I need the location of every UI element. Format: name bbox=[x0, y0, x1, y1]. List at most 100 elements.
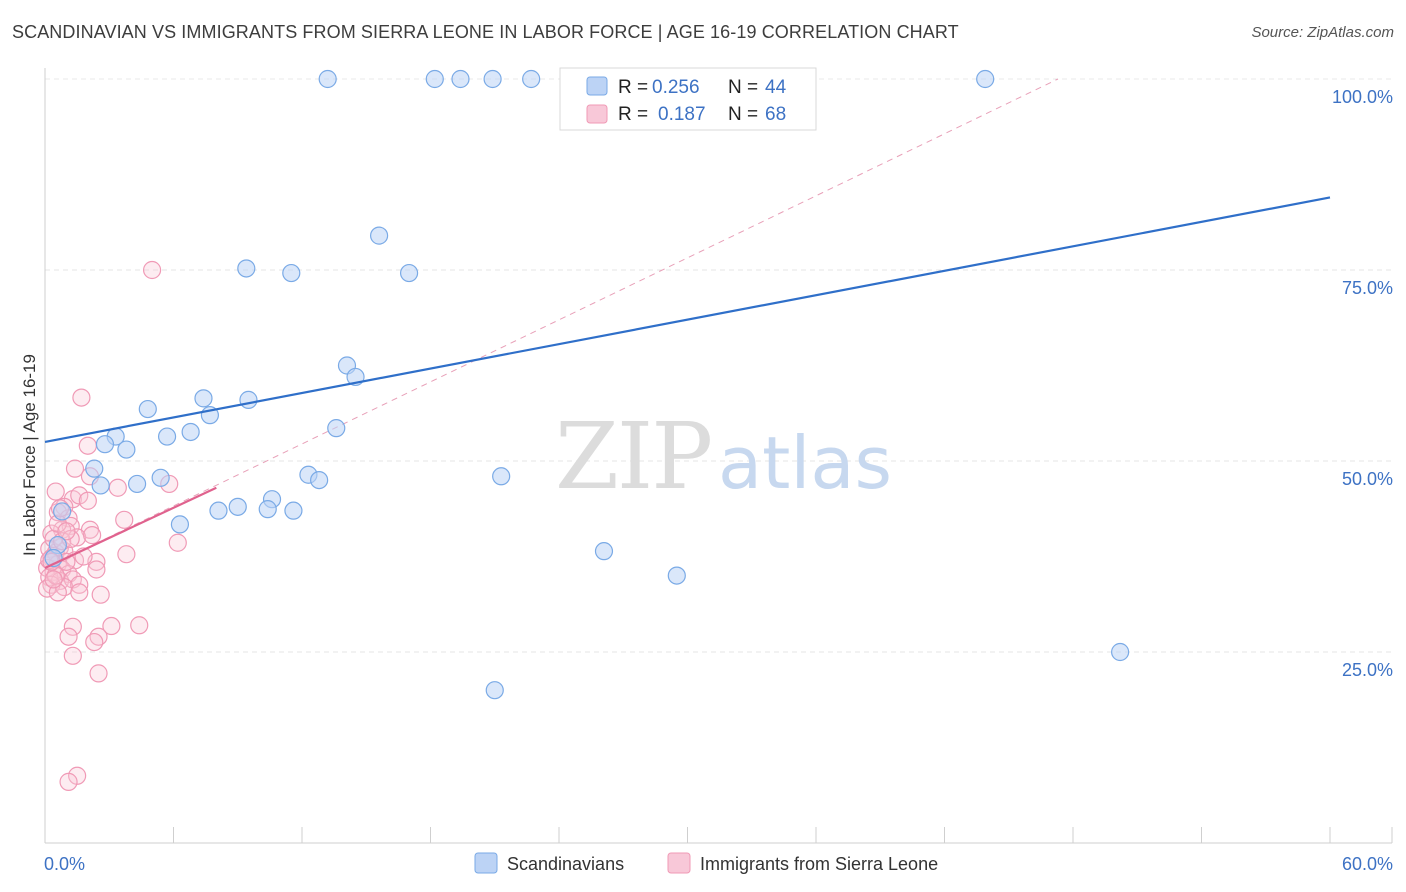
data-point-scandinavians bbox=[127, 474, 147, 494]
data-point-sierra-leone bbox=[70, 575, 89, 594]
data-point-sierra-leone bbox=[89, 664, 108, 683]
y-tick-label: 50.0% bbox=[1342, 469, 1393, 489]
legend-r-value: 0.187 bbox=[658, 104, 706, 125]
data-point-sierra-leone bbox=[83, 526, 102, 545]
data-point-sierra-leone bbox=[142, 260, 162, 280]
data-point-scandinavians bbox=[327, 419, 346, 438]
legend-r-label: R = bbox=[618, 77, 648, 98]
trend-line-sierra-leone bbox=[44, 486, 217, 569]
legend-n-label: N = bbox=[728, 77, 758, 98]
legend-n-value: 44 bbox=[765, 77, 787, 98]
data-point-sierra-leone bbox=[102, 616, 121, 636]
legend-r-label: R = bbox=[618, 104, 648, 125]
trend-lines bbox=[44, 196, 1331, 569]
data-point-scandinavians bbox=[594, 542, 614, 561]
data-point-sierra-leone bbox=[78, 436, 97, 455]
stats-legend: R = 0.256 N = 44 R = 0.187 N = 68 bbox=[559, 67, 817, 131]
legend-swatch-blue bbox=[586, 76, 608, 96]
trend-line-scandinavians bbox=[44, 196, 1331, 443]
legend-label-sierra-leone: Immigrants from Sierra Leone bbox=[700, 854, 938, 874]
data-point-scandinavians bbox=[85, 459, 104, 478]
data-point-scandinavians bbox=[370, 226, 389, 245]
data-point-scandinavians bbox=[485, 681, 504, 700]
series-legend: Scandinavians Immigrants from Sierra Leo… bbox=[474, 852, 938, 874]
data-point-sierra-leone bbox=[63, 617, 82, 636]
data-point-scandinavians bbox=[181, 422, 200, 442]
y-tick-labels: 25.0% 50.0% 75.0% 100.0% bbox=[1332, 87, 1393, 680]
y-tick-label: 75.0% bbox=[1342, 278, 1393, 298]
data-point-sierra-leone bbox=[72, 388, 91, 407]
data-point-scandinavians bbox=[282, 263, 301, 283]
data-point-scandinavians bbox=[976, 69, 995, 89]
points-sierra-leone bbox=[38, 260, 187, 791]
legend-n-value: 68 bbox=[765, 104, 786, 125]
data-point-sierra-leone bbox=[91, 585, 110, 604]
x-tick-label: 0.0% bbox=[44, 854, 85, 874]
x-tick-labels: 0.0% 60.0% bbox=[44, 854, 1393, 874]
data-point-sierra-leone bbox=[115, 510, 134, 529]
data-point-scandinavians bbox=[138, 399, 157, 419]
data-point-scandinavians bbox=[425, 69, 444, 89]
data-point-sierra-leone bbox=[70, 486, 89, 505]
data-point-sierra-leone bbox=[57, 522, 76, 541]
data-point-sierra-leone bbox=[38, 579, 57, 598]
data-point-scandinavians bbox=[258, 500, 277, 519]
data-point-scandinavians bbox=[237, 259, 256, 278]
data-point-sierra-leone bbox=[68, 528, 87, 547]
data-point-sierra-leone bbox=[46, 482, 65, 501]
data-point-sierra-leone bbox=[59, 627, 78, 646]
data-point-sierra-leone bbox=[78, 491, 97, 510]
y-tick-label: 100.0% bbox=[1332, 87, 1393, 107]
chart-title: SCANDINAVIAN VS IMMIGRANTS FROM SIERRA L… bbox=[12, 22, 959, 42]
trend-extension bbox=[44, 78, 1059, 569]
data-point-scandinavians bbox=[284, 501, 303, 520]
data-point-scandinavians bbox=[170, 515, 190, 534]
data-point-scandinavians bbox=[667, 566, 686, 585]
y-axis-title: In Labor Force | Age 16-19 bbox=[20, 354, 39, 556]
data-point-scandinavians bbox=[451, 69, 470, 89]
chart-source: Source: ZipAtlas.com bbox=[1251, 24, 1394, 41]
watermark: ZIP bbox=[555, 403, 711, 510]
data-point-sierra-leone bbox=[44, 570, 63, 589]
data-point-sierra-leone bbox=[63, 646, 82, 665]
data-point-sierra-leone bbox=[130, 616, 149, 635]
data-point-scandinavians bbox=[483, 69, 502, 89]
trend-line-sierra-leone-extended bbox=[44, 78, 1059, 569]
legend-swatch-sierra-leone bbox=[667, 852, 691, 874]
legend-swatch-pink bbox=[586, 104, 608, 124]
data-point-scandinavians bbox=[209, 501, 228, 520]
data-point-scandinavians bbox=[492, 467, 511, 486]
data-point-sierra-leone bbox=[108, 478, 127, 497]
data-point-scandinavians bbox=[194, 389, 213, 408]
data-point-scandinavians bbox=[228, 497, 247, 516]
legend-swatch-scandinavians bbox=[474, 852, 498, 874]
data-point-sierra-leone bbox=[70, 583, 89, 602]
data-point-scandinavians bbox=[239, 390, 258, 409]
data-point-sierra-leone bbox=[65, 459, 85, 478]
data-point-sierra-leone bbox=[85, 632, 104, 652]
data-point-sierra-leone bbox=[87, 560, 106, 579]
data-point-scandinavians bbox=[151, 468, 170, 487]
data-point-scandinavians bbox=[157, 427, 177, 446]
data-point-scandinavians bbox=[117, 440, 136, 459]
data-point-scandinavians bbox=[91, 476, 110, 495]
x-tick-label: 60.0% bbox=[1342, 854, 1393, 874]
data-point-scandinavians bbox=[53, 502, 72, 521]
points-scandinavians bbox=[44, 69, 1130, 700]
data-point-sierra-leone bbox=[117, 545, 136, 564]
y-tick-label: 25.0% bbox=[1342, 660, 1393, 680]
legend-r-value: 0.256 bbox=[652, 77, 700, 98]
data-point-scandinavians bbox=[1111, 642, 1130, 662]
data-point-sierra-leone bbox=[168, 533, 187, 552]
gridlines bbox=[45, 78, 1392, 653]
legend-n-label: N = bbox=[728, 104, 758, 125]
data-point-scandinavians bbox=[95, 435, 115, 454]
data-point-scandinavians bbox=[310, 471, 329, 490]
data-point-scandinavians bbox=[522, 69, 541, 89]
data-point-scandinavians bbox=[318, 69, 337, 89]
data-point-sierra-leone bbox=[59, 772, 78, 791]
watermark-atlas: atlas bbox=[718, 421, 892, 505]
legend-label-scandinavians: Scandinavians bbox=[507, 854, 624, 874]
axes bbox=[44, 68, 1393, 844]
